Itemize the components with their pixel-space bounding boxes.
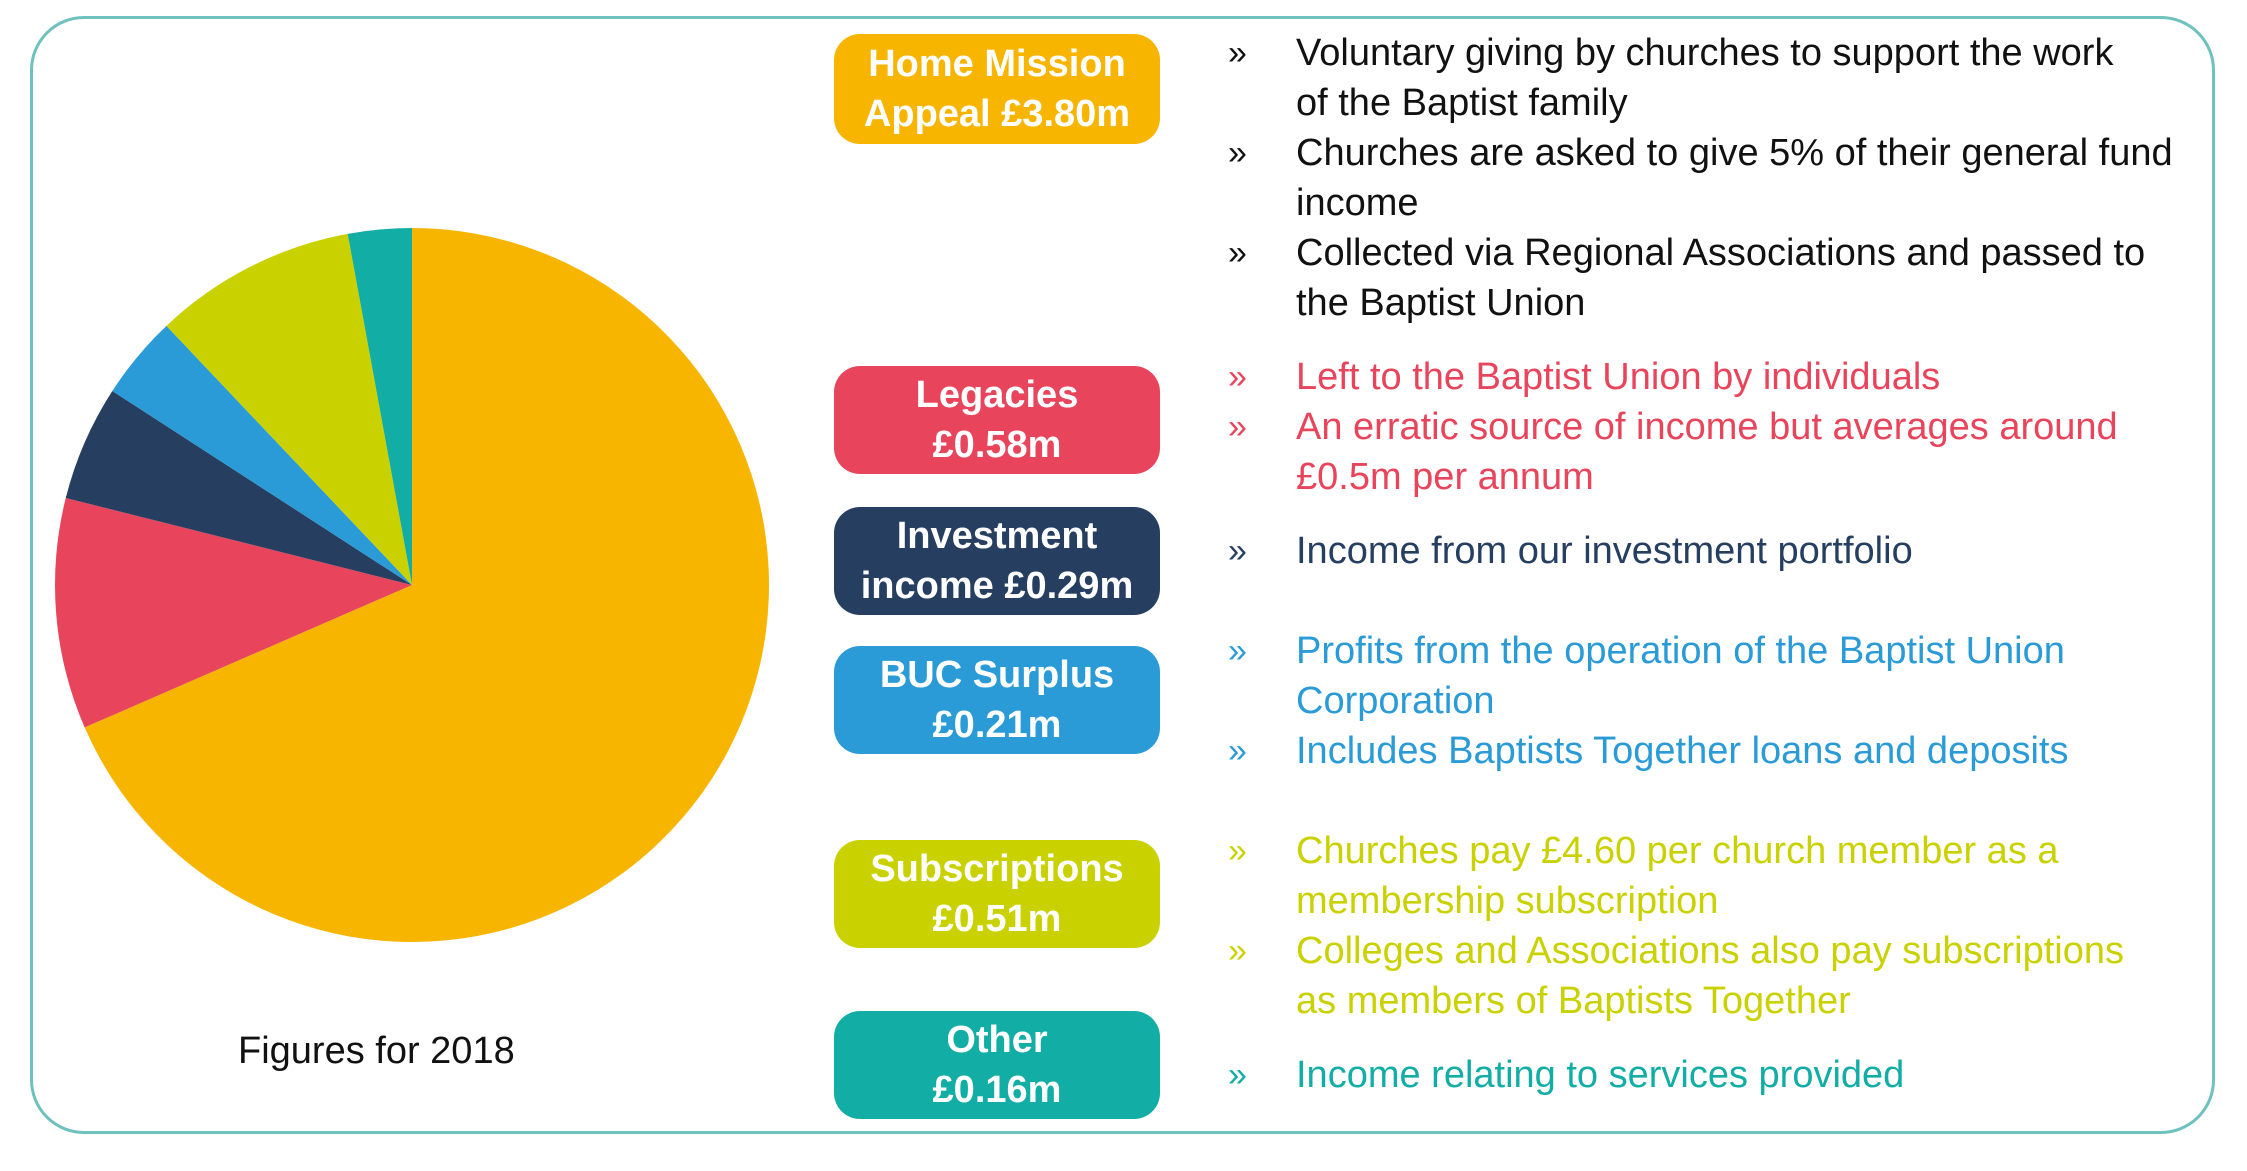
bullet-marker-icon: » (1228, 358, 1247, 396)
pie-slice-2 (65, 390, 413, 585)
badge-text: £0.51m (932, 898, 1062, 940)
bullet-text-line: Voluntary giving by churches to support … (1296, 32, 2114, 74)
category-bullets-1: » Left to the Baptist Union by individual… (1228, 352, 2188, 502)
bullet-text-line: Left to the Baptist Union by individuals (1296, 356, 1941, 398)
bullet-text-line: Income from our investment portfolio (1296, 530, 1913, 572)
bullet-marker-icon: » (1228, 732, 1247, 770)
pie-slice-4 (166, 233, 412, 585)
pie-slice-0 (84, 228, 769, 942)
bullet-text-line: Income relating to services provided (1296, 1054, 1905, 1096)
bullet-item: » Churches pay £4.60 per church member as… (1228, 826, 2188, 926)
bullet-marker-icon: » (1228, 832, 1247, 870)
category-bullets-5: » Income relating to services provided (1228, 1050, 2188, 1100)
bullet-text-line: An erratic source of income but averages… (1296, 406, 2118, 448)
bullet-item: » Profits from the operation of the Bapti… (1228, 626, 2188, 726)
pie-slice-1 (55, 497, 412, 728)
pie-slice-5 (347, 228, 412, 585)
category-bullets-2: » Income from our investment portfolio (1228, 526, 2188, 576)
pie-slice-3 (112, 325, 412, 585)
bullet-marker-icon: » (1228, 932, 1247, 970)
bullet-item: » Collected via Regional Associations and… (1228, 228, 2188, 328)
bullet-item: » Churches are asked to give 5% of their … (1228, 128, 2188, 228)
bullet-marker-icon: » (1228, 632, 1247, 670)
category-badge-2: Investment income £0.29m (834, 507, 1160, 615)
bullet-text-line: of the Baptist family (1296, 82, 1628, 124)
category-badge-5: Other £0.16m (834, 1011, 1160, 1119)
bullet-text-line: Includes Baptists Together loans and dep… (1296, 730, 2069, 772)
badge-text: BUC Surplus (879, 654, 1115, 696)
chart-frame (30, 16, 2215, 1134)
bullet-text-line: membership subscription (1296, 880, 1719, 922)
category-bullets-4: » Churches pay £4.60 per church member as… (1228, 826, 2188, 1026)
badge-text: £0.21m (932, 704, 1062, 746)
bullet-item: » An erratic source of income but average… (1228, 402, 2188, 502)
figures-caption: Figures for 2018 (238, 1030, 515, 1072)
bullet-marker-icon: » (1228, 134, 1247, 172)
bullet-text-line: as members of Baptists Together (1296, 980, 1851, 1022)
bullet-text-line: Corporation (1296, 680, 1495, 722)
bullet-marker-icon: » (1228, 1056, 1247, 1094)
badge-text: income £0.29m (860, 565, 1134, 607)
bullet-marker-icon: » (1228, 234, 1247, 272)
bullet-text-line: Churches pay £4.60 per church member as … (1296, 830, 2059, 872)
bullet-marker-icon: » (1228, 408, 1247, 446)
category-badge-3: BUC Surplus £0.21m (834, 646, 1160, 754)
badge-text: Appeal £3.80m (863, 93, 1131, 135)
bullet-text-line: income (1296, 182, 1419, 224)
category-bullets-0: » Voluntary giving by churches to support… (1228, 28, 2188, 328)
bullet-text-line: Churches are asked to give 5% of their g… (1296, 132, 2173, 174)
bullet-text-line: Colleges and Associations also pay subsc… (1296, 930, 2125, 972)
badge-text: £0.58m (932, 424, 1062, 466)
badge-text: £0.16m (932, 1069, 1062, 1111)
bullet-marker-icon: » (1228, 532, 1247, 570)
badge-text: Investment (896, 515, 1098, 557)
bullet-text-line: Profits from the operation of the Baptis… (1296, 630, 2065, 672)
bullet-marker-icon: » (1228, 34, 1247, 72)
bullet-text-line: Collected via Regional Associations and … (1296, 232, 2146, 274)
category-badge-4: Subscriptions £0.51m (834, 840, 1160, 948)
bullet-text-line: the Baptist Union (1296, 282, 1586, 324)
bullet-text-line: £0.5m per annum (1296, 456, 1594, 498)
badge-text: Other (946, 1019, 1048, 1061)
badge-text: Home Mission (868, 43, 1126, 85)
bullet-item: » Income from our investment portfolio (1228, 526, 2188, 576)
category-bullets-3: » Profits from the operation of the Bapti… (1228, 626, 2188, 776)
bullet-item: » Income relating to services provided (1228, 1050, 2188, 1100)
category-badge-0: Home Mission Appeal £3.80m (834, 34, 1160, 144)
bullet-item: » Colleges and Associations also pay subs… (1228, 926, 2188, 1026)
category-badge-1: Legacies £0.58m (834, 366, 1160, 474)
bullet-item: » Includes Baptists Together loans and de… (1228, 726, 2188, 776)
badge-text: Legacies (915, 374, 1079, 416)
bullet-item: » Left to the Baptist Union by individual… (1228, 352, 2188, 402)
bullet-item: » Voluntary giving by churches to support… (1228, 28, 2188, 128)
badge-text: Subscriptions (870, 848, 1124, 890)
